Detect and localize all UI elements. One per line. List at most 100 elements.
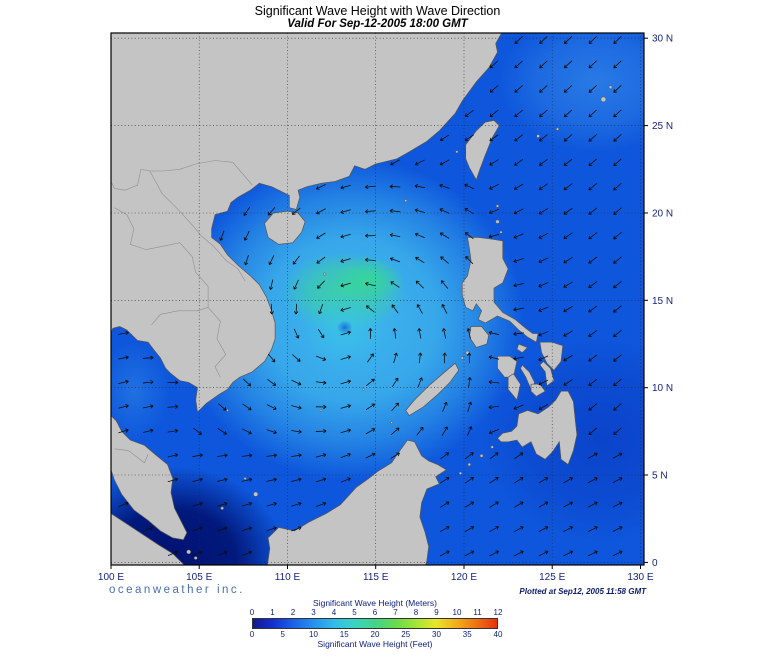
wave-arrow xyxy=(538,306,549,312)
island-dot xyxy=(455,150,459,154)
wave-arrow xyxy=(340,404,351,409)
wave-arrow xyxy=(489,477,499,484)
wave-height-region xyxy=(499,33,644,152)
lat-label: 25 N xyxy=(652,121,673,132)
wave-arrow xyxy=(489,501,499,508)
wave-arrow xyxy=(464,109,474,117)
wave-arrow xyxy=(440,452,450,460)
wave-arrow xyxy=(588,134,597,142)
wave-arrow xyxy=(613,85,622,93)
wave-arrow xyxy=(414,208,426,214)
wave-arrow xyxy=(612,452,623,459)
wave-arrow xyxy=(513,331,524,336)
wave-arrow xyxy=(340,233,351,239)
wave-arrow xyxy=(538,403,549,411)
legend-tick: 5 xyxy=(280,630,285,639)
wave-arrow xyxy=(489,60,499,69)
wave-arrow xyxy=(393,352,398,364)
land-masbate xyxy=(516,343,529,354)
wave-arrow xyxy=(167,550,178,556)
lat-label: 20 N xyxy=(652,209,673,220)
wave-arrow xyxy=(489,85,499,93)
wave-arrow xyxy=(317,328,325,339)
wave-arrow xyxy=(392,328,397,339)
land-mindoro xyxy=(468,326,490,348)
lat-label: 10 N xyxy=(652,383,673,394)
wave-arrow xyxy=(192,477,203,482)
island-dot xyxy=(536,134,540,138)
wave-arrow xyxy=(588,109,597,118)
lon-label: 125 E xyxy=(539,572,565,583)
wave-arrow xyxy=(612,477,623,484)
island-dot xyxy=(490,445,494,449)
wave-arrow xyxy=(613,232,622,240)
land-mindanao xyxy=(497,390,578,466)
wave-arrow xyxy=(389,233,401,238)
lon-label: 115 E xyxy=(363,572,389,583)
wave-arrow xyxy=(292,354,301,362)
oceanweather-logo-text: oceanweather inc. xyxy=(109,584,245,596)
wave-arrow xyxy=(513,550,524,557)
wave-arrow xyxy=(538,158,548,166)
wave-arrow xyxy=(142,379,154,385)
wave-arrow xyxy=(514,109,523,118)
wave-arrow xyxy=(488,355,500,360)
wave-arrow xyxy=(365,452,376,459)
wave-arrow xyxy=(488,330,500,336)
legend-tick: 0 xyxy=(249,630,255,639)
wave-arrow xyxy=(464,526,475,533)
wave-arrow xyxy=(464,183,475,190)
wave-arrow xyxy=(488,379,500,385)
wave-arrow xyxy=(142,404,154,409)
map-layers xyxy=(111,33,644,565)
legend-title-meters: Significant Wave Height (Meters) xyxy=(313,598,437,608)
wave-arrow xyxy=(588,85,597,93)
wave-arrow xyxy=(366,378,375,387)
wave-arrow xyxy=(563,36,573,44)
wave-arrow xyxy=(563,183,573,191)
wave-arrow xyxy=(563,526,574,532)
wave-arrow xyxy=(268,279,274,290)
wave-arrow xyxy=(294,303,299,315)
wave-arrow xyxy=(167,404,179,409)
chart-valid-time: Valid For Sep-12-2005 18:00 GMT xyxy=(287,18,468,30)
country-border xyxy=(207,307,227,378)
wave-arrow xyxy=(340,477,351,483)
wave-arrow xyxy=(563,281,573,288)
wave-arrow xyxy=(417,377,423,388)
island-dot xyxy=(323,272,327,276)
wave-arrow xyxy=(317,280,325,289)
wave-arrow xyxy=(588,60,597,69)
island-dot xyxy=(458,471,463,475)
wave-arrow xyxy=(315,380,327,385)
plotted-timestamp: Plotted at Sep12, 2005 11:58 GMT xyxy=(519,587,646,596)
wave-arrow xyxy=(439,232,450,239)
wave-arrow xyxy=(588,354,598,362)
wave-arrow xyxy=(513,233,524,239)
wave-arrow xyxy=(417,328,422,339)
island-dot xyxy=(555,127,560,131)
wave-arrow xyxy=(464,452,474,460)
wave-arrow xyxy=(538,208,549,215)
land-taiwan xyxy=(465,120,500,181)
wave-arrow xyxy=(563,306,573,313)
wave-arrow xyxy=(414,184,426,189)
island-dot xyxy=(467,462,471,467)
wave-arrow xyxy=(464,232,474,240)
wave-arrow xyxy=(364,184,376,190)
wave-arrow xyxy=(588,281,598,289)
wave-arrow xyxy=(588,330,598,337)
wave-arrow xyxy=(563,207,573,215)
wave-arrow xyxy=(442,352,447,364)
legend-tick: 30 xyxy=(432,630,441,639)
wave-arrow xyxy=(538,331,549,337)
wave-arrow xyxy=(588,36,597,44)
wave-arrow xyxy=(315,404,327,410)
wave-arrow xyxy=(241,501,253,507)
legend-tick: 4 xyxy=(331,608,337,617)
wave-arrow xyxy=(118,379,129,384)
wave-arrow xyxy=(315,453,327,458)
wave-arrow xyxy=(464,550,475,557)
wave-arrow xyxy=(538,477,549,484)
